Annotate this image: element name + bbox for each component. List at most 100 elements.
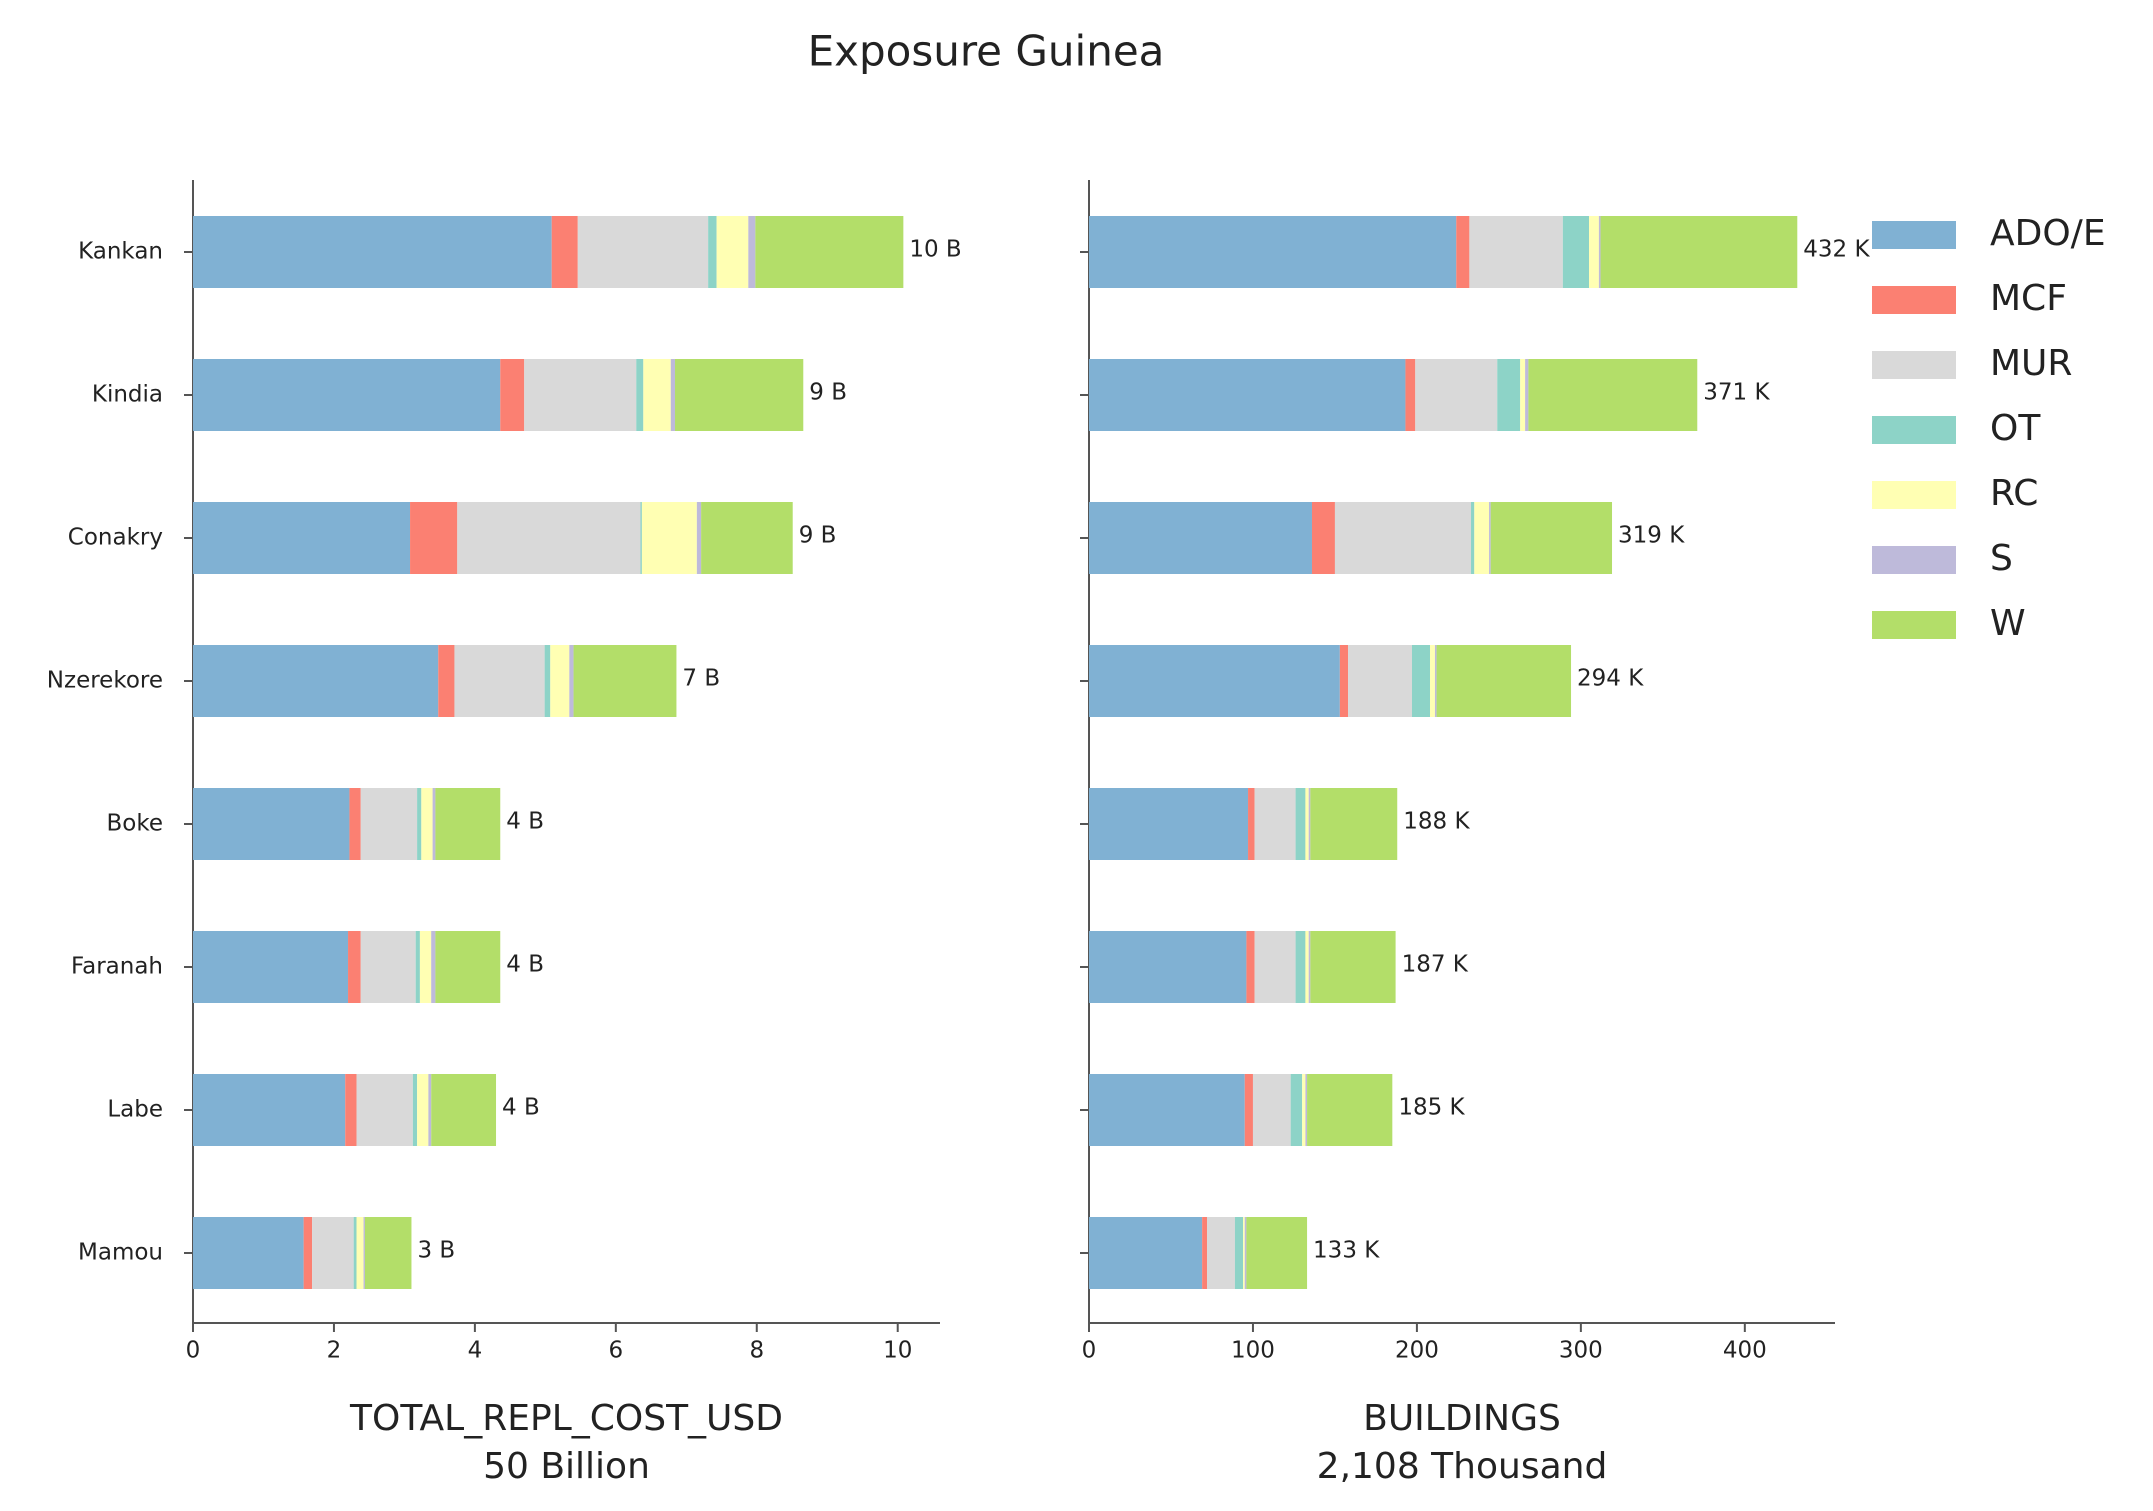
total-label: 185 K — [1398, 1095, 1465, 1121]
bar-segment — [435, 788, 501, 860]
x-tick-label: 200 — [1395, 1338, 1439, 1364]
bar-segment — [1254, 788, 1296, 860]
bar-segment — [1308, 931, 1311, 1003]
bar-segment — [1305, 1074, 1308, 1146]
total-label: 9 B — [809, 380, 847, 406]
bar-segment — [312, 1217, 354, 1289]
bar-segment — [696, 502, 702, 574]
bar-segment — [1310, 931, 1396, 1003]
y-tick-label: Boke — [106, 811, 163, 837]
bar-segment — [524, 359, 637, 431]
bar-segment — [1254, 931, 1296, 1003]
y-tick-label: Faranah — [71, 954, 163, 980]
total-label: 9 B — [799, 523, 837, 549]
legend-swatch — [1872, 351, 1956, 379]
total-label: 133 K — [1313, 1238, 1380, 1264]
bar-segment — [1525, 359, 1529, 431]
bar-segment — [360, 931, 416, 1003]
bar-segment — [1405, 359, 1416, 431]
bar-segment — [670, 359, 676, 431]
bar-segment — [412, 1074, 418, 1146]
bar-segment — [1469, 216, 1563, 288]
bar-segment — [641, 502, 697, 574]
x-axis-label: TOTAL_REPL_COST_USD — [349, 1398, 783, 1439]
bar-segment — [748, 216, 756, 288]
bar-segment — [1598, 216, 1601, 288]
bar-segment — [1310, 788, 1398, 860]
bar-segment — [454, 645, 545, 717]
bar-segment — [431, 1074, 497, 1146]
bar-segment — [193, 216, 552, 288]
bar-segment — [1295, 931, 1306, 1003]
bar-segment — [1474, 502, 1490, 574]
bar-segment — [1089, 1074, 1245, 1146]
bar-segment — [1308, 788, 1311, 860]
bar-segment — [675, 359, 804, 431]
y-tick-label: Mamou — [78, 1240, 163, 1266]
legend-label: W — [1990, 603, 2026, 644]
bar-segment — [1305, 788, 1309, 860]
bar-segment — [193, 931, 349, 1003]
x-tick-label: 0 — [186, 1338, 201, 1364]
bar-segment — [1471, 502, 1475, 574]
bar-segment — [1520, 359, 1526, 431]
bar-segment — [193, 788, 350, 860]
bar-segment — [1562, 216, 1590, 288]
legend-swatch — [1872, 481, 1956, 509]
total-label: 4 B — [502, 1095, 540, 1121]
y-tick-label: Kankan — [78, 239, 163, 265]
bar-segment — [1089, 788, 1249, 860]
bar-segment — [1497, 359, 1521, 431]
bar-segment — [1307, 1074, 1393, 1146]
bar-segment — [1411, 645, 1431, 717]
bar-segment — [353, 1217, 357, 1289]
bar-segment — [417, 1074, 429, 1146]
y-tick-label: Labe — [107, 1097, 163, 1123]
bar-segment — [348, 931, 361, 1003]
legend-label: MCF — [1990, 278, 2067, 319]
bar-segment — [1348, 645, 1412, 717]
bar-segment — [636, 359, 644, 431]
bar-segment — [1600, 216, 1798, 288]
bar-segment — [1089, 359, 1406, 431]
bar-segment — [1589, 216, 1599, 288]
bar-segment — [1246, 1217, 1308, 1289]
bar-segment — [303, 1217, 313, 1289]
bar-segment — [1234, 1217, 1244, 1289]
bar-segment — [1490, 502, 1613, 574]
x-tick-label: 10 — [883, 1338, 912, 1364]
bar-segment — [1434, 645, 1437, 717]
legend-swatch — [1872, 286, 1956, 314]
legend-label: MUR — [1990, 343, 2072, 384]
bar-segment — [1302, 1074, 1306, 1146]
y-tick-label: Nzerekore — [47, 668, 163, 694]
bar-segment — [193, 359, 501, 431]
bar-segment — [755, 216, 904, 288]
bar-segment — [1089, 931, 1247, 1003]
x-tick-label: 100 — [1231, 1338, 1275, 1364]
legend-swatch — [1872, 546, 1956, 574]
bar-segment — [1295, 788, 1306, 860]
bar-segment — [640, 502, 642, 574]
bar-segment — [435, 931, 501, 1003]
x-tick-label: 8 — [749, 1338, 764, 1364]
bar-segment — [457, 502, 641, 574]
bar-segment — [569, 645, 574, 717]
bar-segment — [573, 645, 677, 717]
bar-segment — [364, 1217, 412, 1289]
bar-segment — [577, 216, 709, 288]
total-label: 319 K — [1618, 523, 1685, 549]
total-label: 188 K — [1403, 809, 1470, 835]
x-axis-sublabel: 2,108 Thousand — [1317, 1446, 1608, 1487]
bar-segment — [1456, 216, 1470, 288]
bar-segment — [544, 645, 551, 717]
legend-label: OT — [1990, 408, 2041, 449]
bar-segment — [1089, 1217, 1203, 1289]
bar-segment — [1089, 216, 1457, 288]
bar-segment — [363, 1217, 365, 1289]
bar-segment — [1430, 645, 1435, 717]
bar-segment — [356, 1074, 413, 1146]
bar-segment — [428, 1074, 432, 1146]
y-tick-label: Conakry — [68, 525, 163, 551]
